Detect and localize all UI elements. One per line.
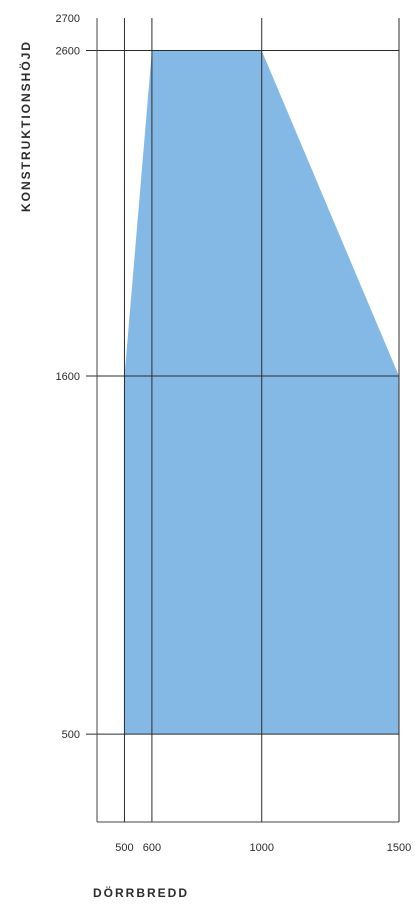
y-axis-title: KONSTRUKTIONSHÖJD bbox=[18, 40, 33, 212]
x-tick-label-1500: 1500 bbox=[387, 842, 411, 854]
x-tick-label-500: 500 bbox=[115, 842, 133, 854]
y-tick-label-2600: 2600 bbox=[56, 46, 80, 58]
x-axis-title: DÖRRBREDD bbox=[93, 885, 189, 900]
y-tick-label-2700: 2700 bbox=[56, 13, 80, 25]
y-tick-label-1600: 1600 bbox=[56, 371, 80, 383]
axis-layer bbox=[96, 18, 399, 823]
grid-layer bbox=[86, 18, 400, 822]
label-layer: 500 600 1000 1500 500 1600 2600 2700 bbox=[56, 13, 412, 854]
x-tick-label-1000: 1000 bbox=[249, 842, 273, 854]
y-tick-label-500: 500 bbox=[62, 729, 80, 741]
x-tick-label-600: 600 bbox=[143, 842, 161, 854]
